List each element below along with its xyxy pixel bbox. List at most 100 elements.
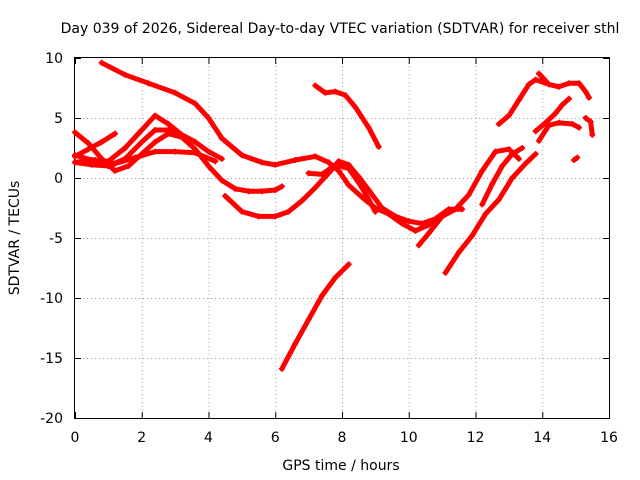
data-point (122, 71, 129, 78)
data-point (165, 127, 172, 133)
data-point (292, 157, 299, 163)
data-point (442, 269, 449, 276)
data-point (375, 143, 382, 150)
data-point (515, 155, 522, 162)
data-point (582, 88, 589, 95)
data-point (278, 183, 285, 190)
data-point (479, 167, 486, 174)
data-point (125, 163, 132, 169)
data-point (152, 139, 159, 145)
y-tick-label: -15 (40, 351, 63, 367)
data-point (312, 82, 319, 89)
data-point (522, 160, 529, 167)
data-point (365, 124, 372, 131)
data-point (98, 59, 105, 66)
data-point (72, 152, 78, 159)
data-point (552, 110, 559, 117)
data-point (509, 151, 516, 157)
data-point (545, 81, 552, 88)
data-point (569, 121, 576, 127)
data-point (335, 167, 342, 174)
data-point (218, 135, 225, 142)
series-arc-12 (443, 151, 539, 276)
x-tick-label: 12 (467, 430, 485, 446)
data-point (172, 89, 179, 96)
data-point (332, 161, 339, 168)
data-point (205, 115, 212, 121)
data-point (152, 148, 159, 155)
data-point (559, 101, 566, 108)
data-point (112, 167, 119, 174)
data-point (479, 201, 486, 208)
data-point (482, 211, 489, 217)
series-arc-9 (279, 261, 352, 372)
data-point (325, 159, 332, 166)
data-point (519, 145, 526, 151)
data-point (152, 112, 159, 119)
y-tick-label: 10 (45, 51, 63, 67)
data-point (505, 146, 512, 153)
y-tick-label: 5 (54, 111, 63, 127)
data-point (112, 160, 119, 167)
data-point (272, 213, 279, 220)
data-point (238, 152, 245, 159)
data-point (574, 154, 581, 161)
data-point (525, 81, 532, 88)
data-point (222, 193, 229, 199)
data-point (88, 157, 95, 163)
data-point (582, 115, 589, 121)
data-point (565, 95, 572, 102)
data-point (489, 181, 496, 187)
data-point (555, 83, 562, 90)
data-point (359, 194, 366, 201)
data-point (345, 182, 352, 189)
data-point (272, 187, 279, 193)
data-point (318, 292, 325, 299)
data-point (332, 88, 339, 95)
data-point (345, 261, 352, 268)
x-tick-label: 16 (600, 430, 618, 446)
data-point (258, 159, 265, 166)
data-point (285, 208, 292, 215)
x-axis: 0 2 4 6 8 10 12 14 16 (71, 58, 618, 446)
data-point (165, 121, 172, 127)
y-tick-label: -20 (40, 411, 63, 427)
data-point (238, 208, 245, 215)
data-point (359, 184, 366, 191)
x-tick-label: 14 (533, 430, 551, 446)
chart-title: Day 039 of 2026, Sidereal Day-to-day VTE… (61, 21, 620, 37)
data-point (352, 104, 359, 111)
data-point (532, 128, 539, 135)
data-point (589, 131, 596, 138)
data-point (372, 208, 379, 215)
data-point (312, 184, 319, 191)
data-point (412, 227, 419, 234)
data-point (72, 129, 78, 136)
data-point (575, 80, 582, 87)
data-point (145, 80, 152, 87)
data-point (532, 151, 539, 157)
data-point (565, 80, 572, 87)
data-point (455, 249, 462, 256)
data-point (509, 175, 516, 181)
data-point (255, 213, 262, 220)
data-point (492, 148, 499, 155)
data-point (587, 118, 594, 125)
data-point (532, 76, 539, 83)
y-axis: 10 5 0 -5 -10 -15 -20 (40, 51, 609, 427)
data-point (232, 185, 239, 192)
data-point (495, 121, 502, 127)
data-point (72, 159, 78, 166)
data-point (105, 158, 112, 165)
series-arc-3 (72, 131, 118, 159)
data-point (515, 97, 522, 103)
plot-frame (74, 57, 610, 419)
data-point (575, 124, 582, 131)
data-point (98, 139, 105, 145)
data-point (305, 316, 312, 323)
data-point (192, 149, 199, 156)
data-point (469, 232, 476, 239)
x-tick-label: 2 (137, 430, 146, 446)
data-point (399, 220, 406, 227)
